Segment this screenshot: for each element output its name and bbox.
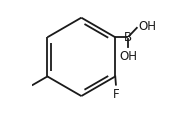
Text: B: B (124, 31, 132, 44)
Text: OH: OH (139, 20, 157, 33)
Text: OH: OH (119, 50, 137, 63)
Text: F: F (113, 88, 119, 101)
